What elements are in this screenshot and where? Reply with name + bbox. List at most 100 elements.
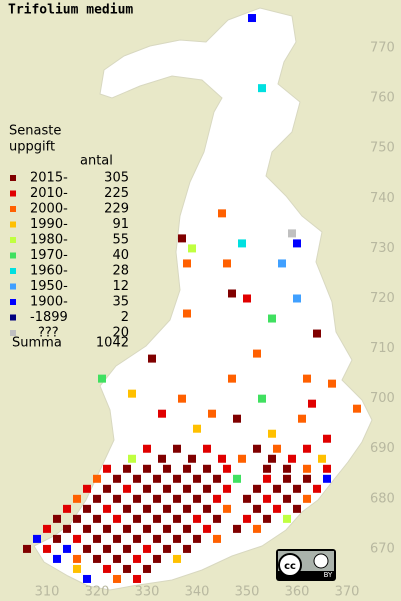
grid-square [193, 494, 201, 503]
grid-square [203, 504, 211, 513]
finland-outline [33, 7, 373, 591]
grid-square [323, 474, 331, 483]
grid-square [133, 474, 141, 483]
legend-label: 1960- [30, 264, 68, 279]
grid-square [293, 504, 301, 513]
grid-square [253, 504, 261, 513]
grid-square [253, 524, 261, 533]
legend-swatch [10, 221, 16, 228]
grid-square [278, 259, 286, 268]
y-tick-label: 710 [370, 341, 395, 356]
grid-square [143, 504, 151, 513]
grid-square [173, 554, 181, 563]
legend-swatch [10, 252, 16, 259]
y-tick-label: 740 [370, 191, 395, 206]
y-tick-label: 750 [370, 141, 395, 156]
x-tick-label: 320 [85, 585, 110, 600]
grid-square [288, 229, 296, 238]
grid-square [183, 504, 191, 513]
grid-square [263, 514, 271, 523]
x-tick-label: 350 [235, 585, 260, 600]
grid-square [213, 474, 221, 483]
license-label: BY [324, 571, 333, 579]
grid-square [213, 534, 221, 543]
grid-square [228, 374, 236, 383]
grid-square [73, 514, 81, 523]
grid-square [233, 414, 241, 423]
legend-total-label: Summa [12, 336, 62, 351]
grid-square [158, 454, 166, 463]
legend-count: 20 [112, 326, 129, 341]
grid-square [183, 259, 191, 268]
grid-square [173, 534, 181, 543]
title: Trifolium medium [8, 3, 133, 18]
grid-square [163, 464, 171, 473]
grid-square [353, 404, 361, 413]
grid-square [283, 514, 291, 523]
legend-label: 1900- [30, 295, 68, 310]
grid-square [153, 494, 161, 503]
legend-total: 1042 [96, 336, 129, 351]
legend-label: 1980- [30, 233, 68, 248]
grid-square [173, 494, 181, 503]
grid-square [328, 379, 336, 388]
grid-square [223, 504, 231, 513]
grid-square [303, 444, 311, 453]
grid-square [303, 464, 311, 473]
grid-square [208, 409, 216, 418]
grid-square [178, 234, 186, 243]
grid-square [158, 409, 166, 418]
grid-square [143, 484, 151, 493]
grid-square [258, 394, 266, 403]
grid-square [123, 564, 131, 573]
x-tick-label: 370 [335, 585, 360, 600]
legend-swatch [10, 314, 16, 321]
legend-count: 225 [104, 186, 129, 201]
grid-square [153, 474, 161, 483]
y-tick-label: 730 [370, 241, 395, 256]
svg-text:cc: cc [284, 561, 296, 572]
grid-square [83, 544, 91, 553]
grid-square [253, 444, 261, 453]
grid-square [173, 514, 181, 523]
grid-square [183, 544, 191, 553]
y-tick-label: 700 [370, 391, 395, 406]
grid-square [128, 389, 136, 398]
grid-square [253, 484, 261, 493]
grid-square [223, 464, 231, 473]
legend-swatch [10, 175, 16, 181]
grid-square [288, 454, 296, 463]
legend-swatch [10, 206, 16, 212]
grid-square [273, 504, 281, 513]
grid-square [243, 494, 251, 503]
grid-square [113, 494, 121, 503]
grid-square [123, 504, 131, 513]
grid-square [283, 494, 291, 503]
legend-heading: uppgift [9, 140, 55, 155]
y-tick-label: 680 [370, 491, 395, 506]
grid-square [228, 289, 236, 298]
grid-square [273, 484, 281, 493]
cc-badge: cc BY [276, 549, 336, 581]
legend-label: 1950- [30, 279, 68, 294]
grid-square [248, 14, 256, 23]
legend-count: 55 [112, 233, 129, 248]
grid-square [263, 474, 271, 483]
grid-square [53, 514, 61, 523]
grid-square [148, 354, 156, 363]
legend-swatch [10, 237, 16, 243]
grid-square [163, 504, 171, 513]
legend-swatch [10, 268, 16, 274]
y-tick-label: 690 [370, 441, 395, 456]
grid-square [113, 574, 121, 583]
grid-square [73, 534, 81, 543]
grid-square [238, 454, 246, 463]
grid-square [303, 474, 311, 483]
legend-count: 305 [104, 171, 129, 186]
grid-square [113, 534, 121, 543]
grid-square [193, 474, 201, 483]
grid-square [238, 239, 246, 248]
legend-heading: Senaste [9, 124, 61, 139]
grid-square [193, 514, 201, 523]
grid-square [143, 564, 151, 573]
